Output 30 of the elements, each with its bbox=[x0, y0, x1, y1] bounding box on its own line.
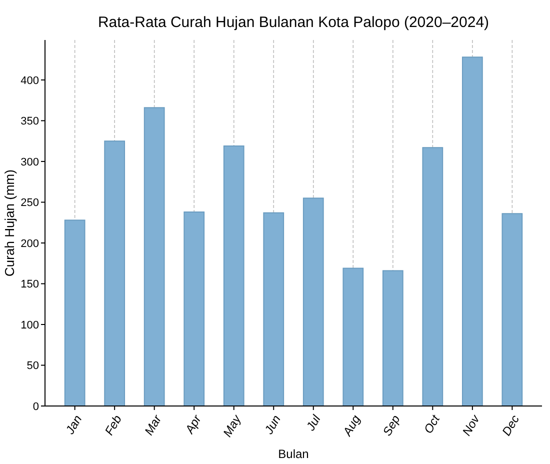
bar bbox=[342, 268, 364, 406]
y-tick-label: 300 bbox=[20, 156, 39, 168]
y-tick-label: 350 bbox=[20, 116, 39, 128]
bar bbox=[302, 198, 324, 406]
bar bbox=[64, 220, 86, 406]
y-tick-label: 0 bbox=[32, 400, 39, 413]
y-tick-label: 100 bbox=[20, 319, 39, 332]
bar bbox=[422, 147, 444, 406]
y-tick-label: 50 bbox=[26, 360, 39, 372]
x-tick-label: Feb bbox=[102, 412, 125, 438]
bar bbox=[104, 140, 126, 406]
bar bbox=[144, 107, 165, 406]
bar bbox=[382, 270, 404, 406]
bar bbox=[223, 145, 244, 406]
x-tick-label: Jul bbox=[302, 412, 324, 434]
chart-title: Rata-Rata Curah Hujan Bulanan Kota Palopo (2020–2024) bbox=[98, 14, 490, 31]
x-tick-label: Oct bbox=[421, 412, 443, 436]
x-tick-label: Sep bbox=[380, 412, 403, 438]
y-tick-label: 200 bbox=[20, 238, 39, 250]
y-tick-label: 250 bbox=[20, 197, 39, 210]
bar bbox=[184, 211, 205, 406]
bar bbox=[263, 212, 284, 406]
y-tick-label: 400 bbox=[20, 74, 39, 87]
y-tick-label: 150 bbox=[20, 278, 39, 291]
x-tick-label: Jan bbox=[62, 412, 85, 438]
x-tick-label: Jun bbox=[261, 412, 284, 438]
bar bbox=[462, 56, 483, 406]
bar bbox=[502, 213, 523, 406]
x-axis-title: Bulan bbox=[278, 447, 309, 461]
y-axis-title: Curah Hujan (mm) bbox=[2, 170, 17, 276]
